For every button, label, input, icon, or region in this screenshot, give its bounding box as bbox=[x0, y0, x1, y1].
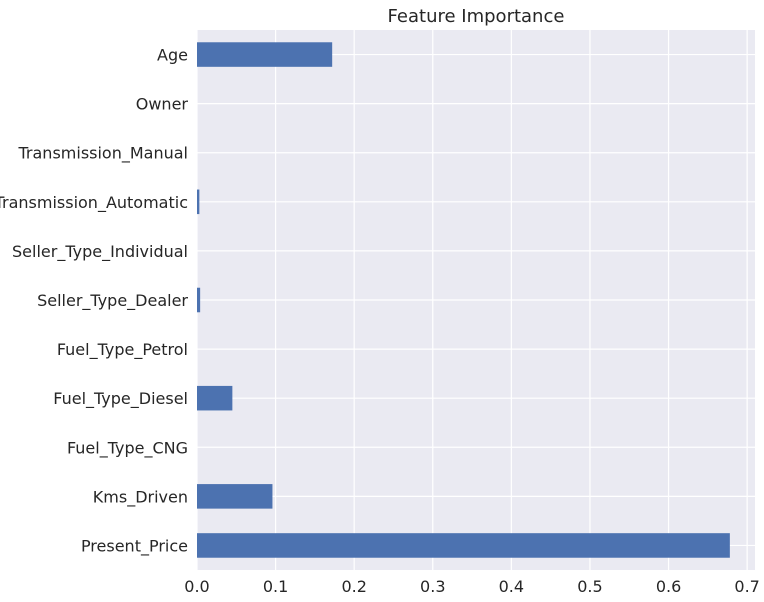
bar-age bbox=[197, 42, 333, 67]
x-tick-labels: 0.0 0.1 0.2 0.3 0.4 0.5 0.6 0.7 bbox=[184, 577, 760, 596]
bar-present-price bbox=[197, 533, 730, 558]
y-tick-label: Kms_Driven bbox=[93, 487, 188, 507]
y-tick-label: Transmission_Manual bbox=[18, 144, 189, 164]
y-tick-label: Seller_Type_Individual bbox=[12, 242, 188, 262]
y-tick-label: Fuel_Type_Petrol bbox=[57, 340, 188, 360]
x-tick-label: 0.2 bbox=[341, 577, 366, 596]
x-tick-label: 0.5 bbox=[577, 577, 602, 596]
y-tick-label: Seller_Type_Dealer bbox=[37, 291, 188, 311]
bars bbox=[197, 42, 730, 558]
y-tick-label: Owner bbox=[136, 95, 189, 114]
y-tick-label: Present_Price bbox=[81, 536, 188, 556]
x-tick-label: 0.7 bbox=[734, 577, 759, 596]
y-tick-label: Age bbox=[157, 46, 188, 65]
y-tick-labels: Age Owner Transmission_Manual Transmission_… bbox=[0, 46, 188, 557]
x-tick-label: 0.3 bbox=[420, 577, 445, 596]
y-tick-label: Fuel_Type_CNG bbox=[67, 438, 188, 458]
bar-seller-type-dealer bbox=[197, 287, 201, 313]
y-tick-label: Transmission_Automatic bbox=[0, 193, 188, 213]
x-tick-label: 0.4 bbox=[499, 577, 524, 596]
chart-title: Feature Importance bbox=[388, 6, 565, 27]
bar-transmission-automatic bbox=[197, 189, 200, 215]
x-tick-label: 0.0 bbox=[184, 577, 209, 596]
x-tick-label: 0.6 bbox=[656, 577, 681, 596]
x-tick-label: 0.1 bbox=[263, 577, 288, 596]
bar-fuel-type-diesel bbox=[197, 385, 233, 411]
bar-kms-driven bbox=[197, 484, 273, 509]
y-tick-label: Fuel_Type_Diesel bbox=[53, 389, 188, 409]
